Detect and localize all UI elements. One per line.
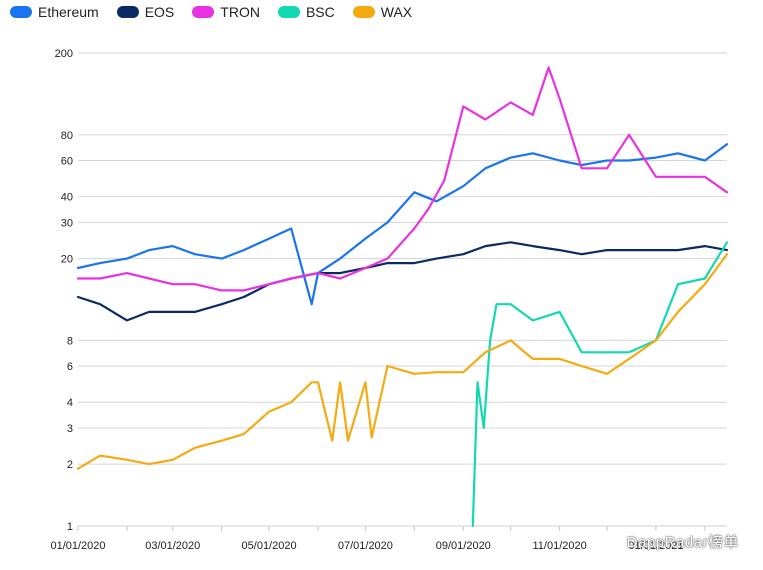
y-tick-label: 6: [67, 361, 73, 373]
series-line-tron: [76, 66, 729, 292]
legend-swatch: [10, 6, 32, 18]
watermark: DappRadar榜单: [626, 534, 739, 551]
legend-item-ethereum[interactable]: Ethereum: [10, 4, 99, 20]
y-tick-label: 60: [61, 155, 73, 167]
y-tick-label: 4: [67, 397, 73, 409]
series-line-ethereum: [76, 143, 729, 306]
x-tick-label: 07/01/2020: [338, 540, 393, 552]
series-lines: [76, 66, 729, 528]
y-tick-label: 80: [61, 130, 73, 142]
y-tick-label: 3: [67, 423, 73, 435]
legend-swatch: [277, 6, 300, 18]
y-tick-label: 30: [61, 217, 73, 229]
legend-item-wax[interactable]: WAX: [352, 4, 413, 20]
series-line-wax: [76, 253, 729, 470]
x-tick-label: 09/01/2020: [436, 540, 491, 552]
legend-label: Ethereum: [38, 4, 99, 20]
legend-swatch: [116, 6, 139, 18]
legend-label: WAX: [380, 4, 413, 20]
y-tick-label: 2: [67, 459, 73, 471]
legend-item-bsc[interactable]: BSC: [277, 4, 335, 20]
legend-swatch: [352, 6, 375, 18]
legend-item-eos[interactable]: EOS: [116, 4, 175, 20]
y-tick-label: 1: [67, 521, 73, 533]
series-line-eos: [76, 241, 729, 322]
y-tick-label: 40: [61, 192, 73, 204]
legend-label: TRON: [220, 4, 260, 20]
x-axis: 01/01/2020 03/01/2020 05/01/2020 07/01/2020…: [50, 525, 727, 552]
x-tick-label: 01/01/2021: [628, 540, 683, 552]
legend-swatch: [192, 6, 215, 18]
legend: Ethereum EOS TRON BSC WAX: [10, 4, 412, 20]
y-tick-label: 20: [61, 254, 73, 266]
x-tick-label: 05/01/2020: [242, 540, 297, 552]
y-tick-label: 200: [55, 48, 73, 60]
series-line-bsc: [471, 241, 729, 528]
legend-label: EOS: [144, 4, 175, 20]
y-axis: 1 2 3 4 6 8 20 30 40 60 80 200: [55, 48, 73, 533]
grid-lines: [78, 52, 727, 527]
x-tick-label: 03/01/2020: [145, 540, 200, 552]
legend-item-tron[interactable]: TRON: [192, 4, 260, 20]
x-tick-label: 11/01/2020: [532, 540, 586, 552]
x-tick-label: 01/01/2020: [50, 540, 105, 552]
legend-label: BSC: [305, 4, 335, 20]
y-tick-label: 8: [67, 335, 73, 347]
